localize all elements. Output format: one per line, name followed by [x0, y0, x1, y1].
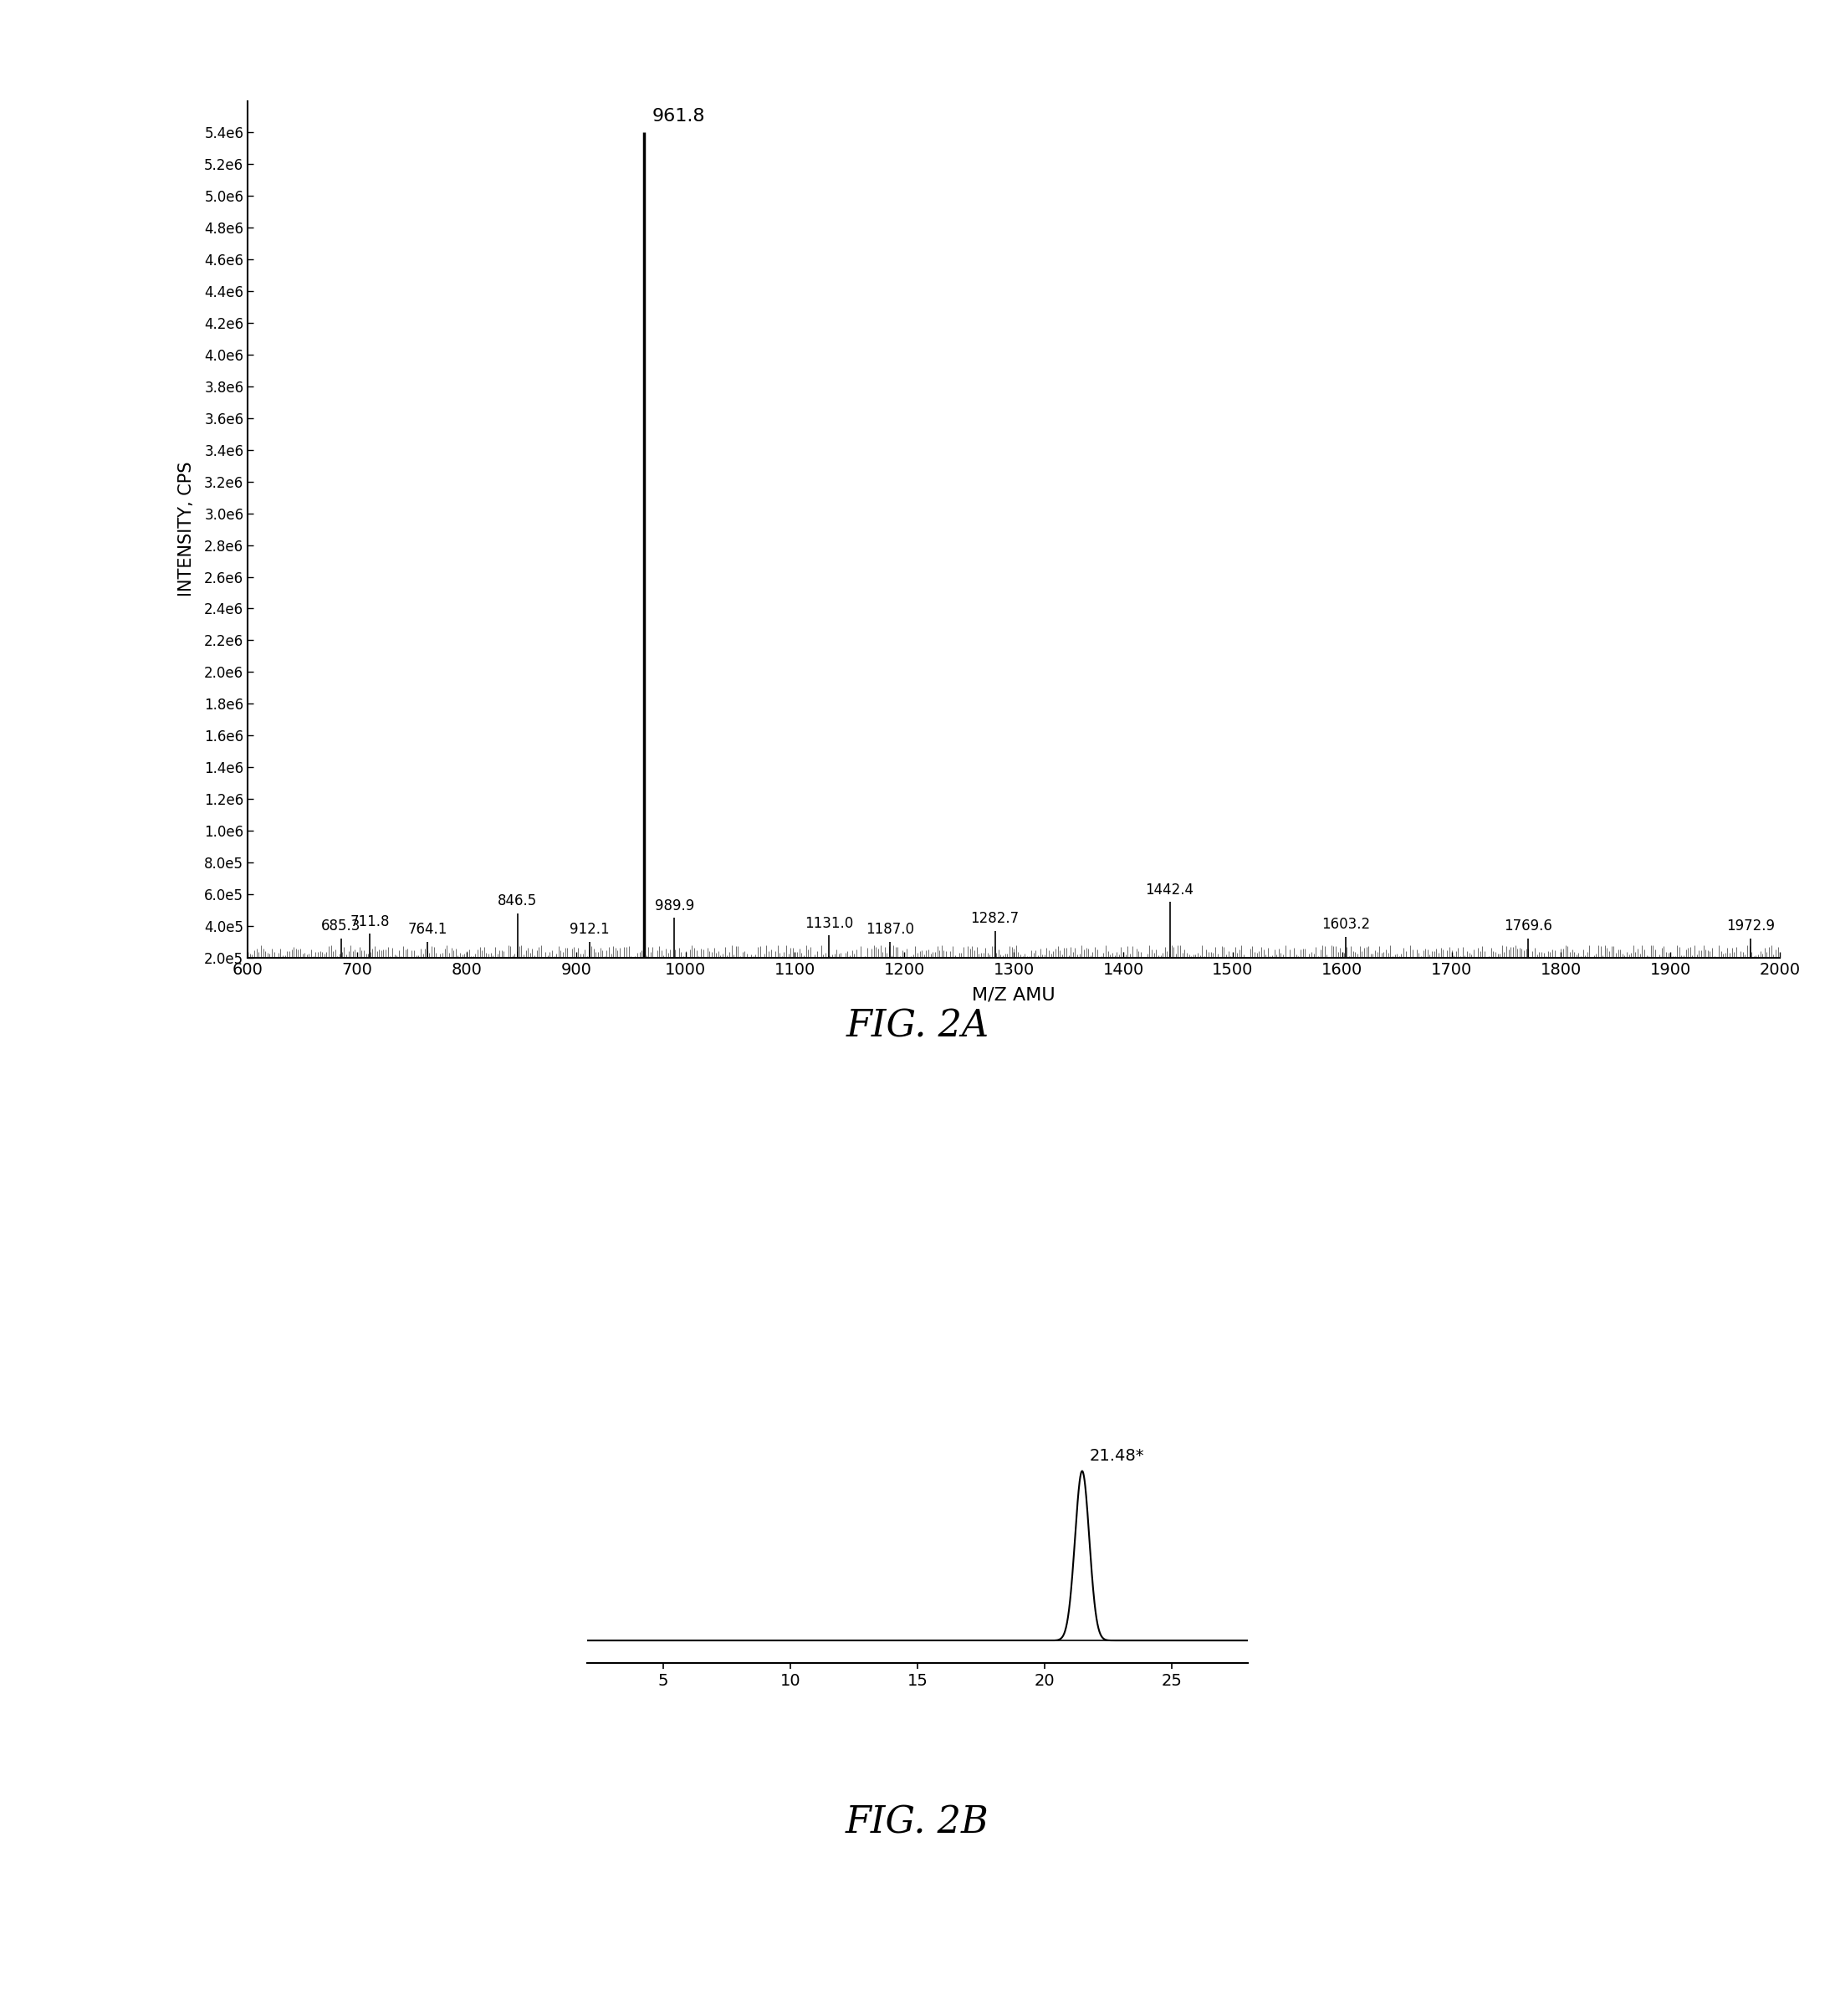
Text: 989.9: 989.9	[655, 897, 694, 913]
Text: 1187.0: 1187.0	[866, 921, 914, 937]
Text: 21.48*: 21.48*	[1090, 1447, 1145, 1464]
X-axis label: M/Z AMU: M/Z AMU	[973, 988, 1055, 1004]
Text: 1972.9: 1972.9	[1727, 919, 1774, 933]
Text: 912.1: 912.1	[569, 921, 609, 937]
Text: 711.8: 711.8	[350, 913, 391, 929]
Text: 1769.6: 1769.6	[1503, 919, 1552, 933]
Text: 1131.0: 1131.0	[804, 915, 853, 931]
Text: 1603.2: 1603.2	[1321, 917, 1371, 931]
Text: FIG. 2B: FIG. 2B	[846, 1804, 989, 1841]
Text: 846.5: 846.5	[497, 893, 538, 909]
Text: 961.8: 961.8	[653, 109, 706, 125]
Text: 764.1: 764.1	[407, 921, 448, 937]
Y-axis label: INTENSITY, CPS: INTENSITY, CPS	[178, 462, 195, 597]
Text: 1282.7: 1282.7	[971, 911, 1018, 925]
Text: 1442.4: 1442.4	[1145, 883, 1195, 897]
Text: FIG. 2A: FIG. 2A	[846, 1008, 989, 1044]
Text: 685.3: 685.3	[321, 919, 361, 933]
